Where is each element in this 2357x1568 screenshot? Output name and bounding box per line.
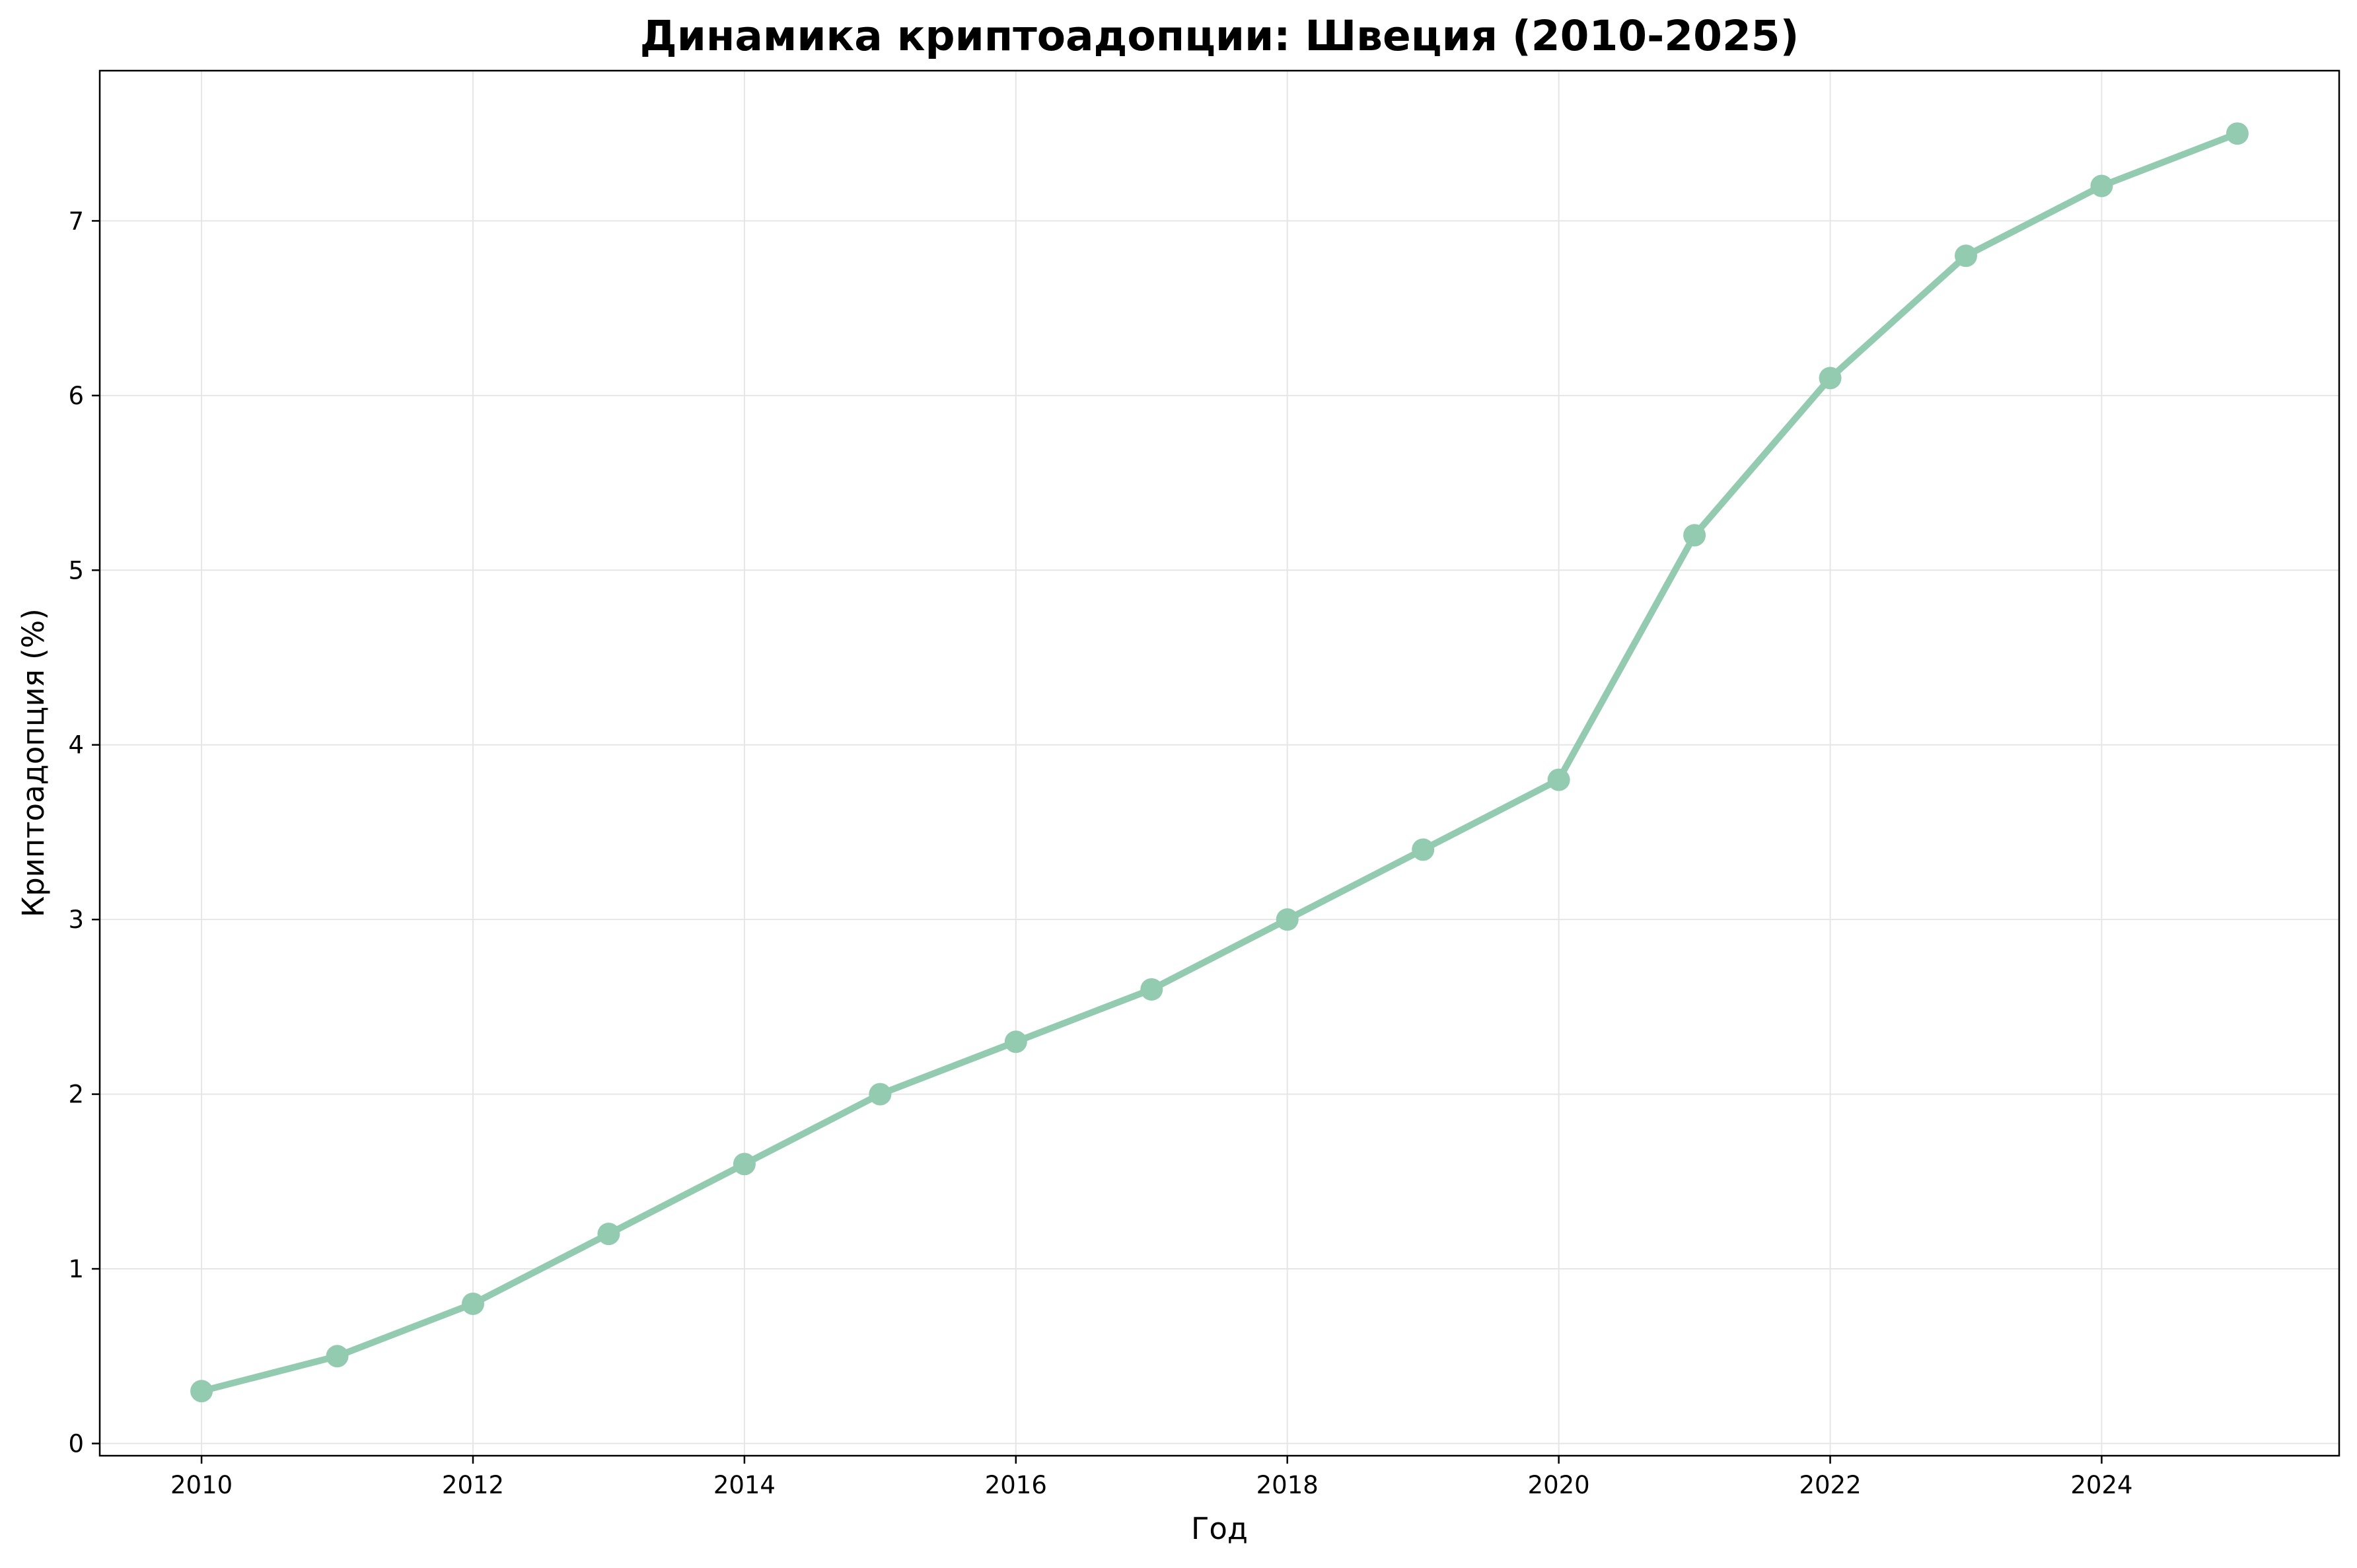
x-axis-label: Год [1191,1511,1248,1546]
data-point [1683,524,1706,547]
data-point [1140,978,1163,1001]
data-point [1004,1030,1027,1053]
y-tick-label: 2 [68,1081,84,1109]
y-tick-label: 6 [68,382,84,410]
grid-layer [100,71,2339,1456]
data-point [1547,768,1570,791]
data-point [326,1345,349,1368]
data-point [462,1292,484,1315]
series-line [198,130,2241,1395]
data-point [1819,367,1842,390]
y-tick-label: 3 [68,906,84,934]
ticks-layer: 2010 2012 2014 2016 2018 2020 2022 2024 0 1 2 3 4 5 6 7 [68,207,2132,1499]
data-point [1412,838,1435,861]
x-tick-label: 2022 [1799,1471,1861,1499]
data-point [1276,908,1299,931]
chart-title: Динамика криптоадопции: Швеция (2010-202… [640,12,1799,60]
x-tick-label: 2020 [1528,1471,1590,1499]
data-point [2226,122,2249,145]
series-layer [190,122,2249,1403]
data-point [869,1083,892,1106]
x-tick-label: 2016 [985,1471,1047,1499]
y-tick-label: 5 [68,556,84,585]
data-point [597,1223,620,1246]
x-tick-label: 2014 [713,1471,776,1499]
data-point [733,1153,756,1176]
x-tick-label: 2018 [1256,1471,1319,1499]
x-tick-label: 2024 [2070,1471,2132,1499]
plot-area-frame [98,69,2340,1457]
data-point [2090,174,2113,197]
data-point [190,1380,213,1403]
y-tick-label: 4 [68,731,84,760]
data-point [1955,244,1977,267]
y-tick-label: 1 [68,1255,84,1283]
y-tick-label: 7 [68,207,84,235]
y-tick-label: 0 [68,1429,84,1458]
x-tick-label: 2012 [442,1471,504,1499]
y-axis-label: Криптоадопция (%) [16,608,51,917]
x-tick-label: 2010 [170,1471,233,1499]
